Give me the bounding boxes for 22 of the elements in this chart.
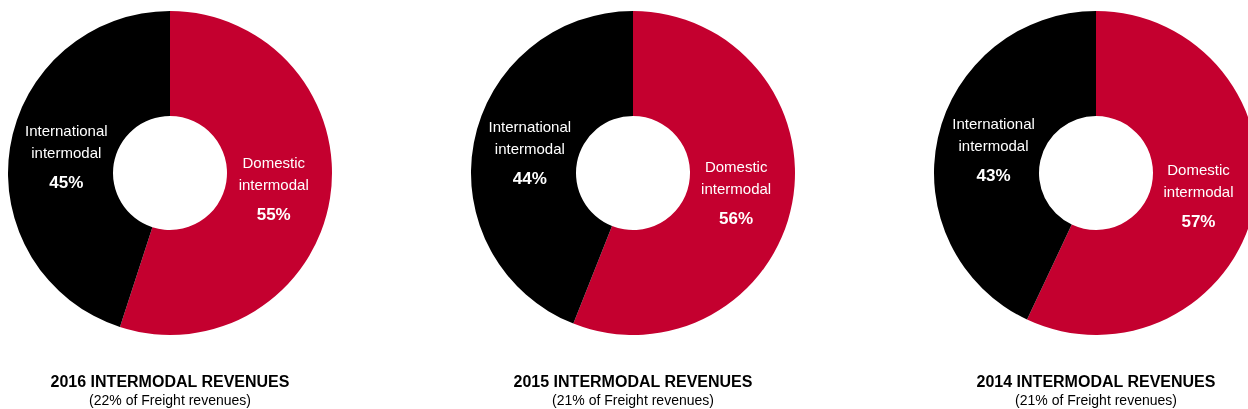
data-label: 45%: [49, 172, 84, 192]
donut-slice: [471, 11, 633, 324]
donut-slice: [573, 11, 795, 335]
data-label: 44%: [512, 169, 547, 189]
slice-label: International intermodal: [488, 118, 572, 158]
donut-slice: [8, 11, 170, 328]
slice-label: International intermodal: [952, 115, 1035, 155]
text: 2015 INTERMODAL REVENUES: [513, 373, 753, 390]
donut-slice: [119, 11, 332, 335]
data-label: 56%: [719, 208, 754, 228]
slice-label: Domestic intermodal: [701, 157, 772, 197]
data-label: 43%: [976, 166, 1011, 186]
text: (22% of Freight revenues): [89, 392, 251, 408]
slice-label: Domestic intermodal: [238, 154, 309, 194]
text: (21% of Freight revenues): [552, 392, 714, 408]
data-label: 57%: [1181, 211, 1216, 231]
text: 2014 INTERMODAL REVENUES: [976, 373, 1216, 390]
data-label: 55%: [256, 205, 291, 225]
slice-label: Domestic intermodal: [1163, 160, 1234, 200]
text: (21% of Freight revenues): [1015, 392, 1177, 408]
text: 2016 INTERMODAL REVENUES: [50, 373, 290, 390]
slice-label: International intermodal: [25, 121, 108, 161]
